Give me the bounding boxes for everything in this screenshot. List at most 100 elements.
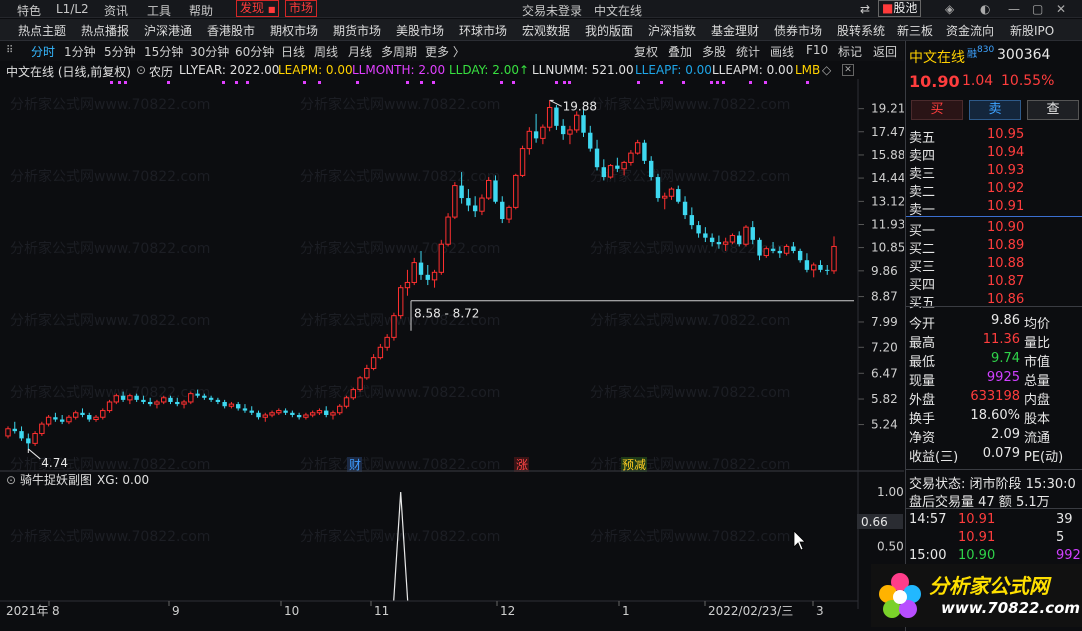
market-button[interactable]: 市场	[285, 0, 318, 17]
indicator-llyear: LLYEAR: 2022.00	[179, 63, 280, 77]
nav-futures[interactable]: 期货市场	[333, 24, 382, 38]
lunar-dot	[356, 81, 359, 84]
nav-my-layout[interactable]: 我的版面	[585, 24, 634, 38]
watermark-text: 分析家公式网www.70822.com	[10, 240, 210, 257]
tag-cai[interactable]: 财	[349, 458, 361, 472]
nav-funds[interactable]: 基金理财	[711, 24, 760, 38]
nav-neeq[interactable]: 新三板	[897, 24, 934, 38]
indicator-lunar[interactable]: 农历	[149, 65, 174, 79]
watermark-text: 分析家公式网www.70822.com	[590, 168, 790, 185]
candle-body	[357, 377, 363, 391]
tag-yujian[interactable]: 预减	[622, 458, 646, 472]
watermark-text: 分析家公式网www.70822.com	[10, 528, 210, 545]
nav-macro[interactable]: 宏观数据	[522, 24, 571, 38]
candle-body	[689, 215, 695, 226]
orderbook-price[interactable]: 10.86	[987, 292, 1025, 307]
nav-hk-connect[interactable]: 沪深港通	[144, 24, 193, 38]
query-button[interactable]: 查	[1027, 100, 1079, 120]
trade-login-status[interactable]: 交易未登录	[522, 4, 583, 18]
sub-axis: 1.00 0.50	[877, 485, 904, 554]
switch-icon[interactable]: ⇄	[860, 2, 871, 16]
candle-body	[696, 225, 701, 234]
orderbook-price[interactable]: 10.88	[987, 256, 1025, 271]
menu-item-l1l2[interactable]: L1/L2	[56, 2, 89, 16]
orderbook-price[interactable]: 10.91	[987, 199, 1025, 214]
nav-hot-broadcast[interactable]: 热点播报	[81, 24, 130, 38]
candle-body	[290, 412, 295, 415]
tag-zhang[interactable]: 涨	[516, 457, 528, 472]
watermark-text: 分析家公式网www.70822.com	[10, 96, 210, 113]
sell-button[interactable]: 卖	[969, 100, 1021, 120]
tool-adjust[interactable]: 复权	[634, 45, 659, 59]
sub-collapse-icon[interactable]: ⊙	[6, 473, 16, 487]
tool-back[interactable]: 返回	[873, 45, 898, 59]
menu-item-news[interactable]: 资讯	[104, 4, 129, 18]
candle-body	[316, 410, 323, 414]
skin-icon[interactable]: ◐	[980, 2, 991, 16]
period-monthly[interactable]: 月线	[348, 45, 373, 59]
period-weekly[interactable]: 周线	[314, 45, 339, 59]
menu-item-help[interactable]: 帮助	[189, 4, 214, 18]
orderbook-price[interactable]: 10.94	[987, 145, 1025, 160]
kline-chart[interactable]: 分析家公式网www.70822.com 分析家公式网www.70822.com 分析…	[0, 79, 904, 631]
nav-capital-flow[interactable]: 资金流向	[946, 24, 995, 38]
candle-body	[628, 152, 634, 163]
tool-multi-stock[interactable]: 多股	[702, 45, 727, 59]
nav-global[interactable]: 环球市场	[459, 24, 508, 38]
close-icon[interactable]: ✕	[1056, 2, 1067, 16]
period-60min[interactable]: 60分钟	[235, 45, 275, 59]
candle-body	[445, 216, 451, 245]
orderbook-price[interactable]: 10.90	[987, 220, 1025, 235]
period-multi[interactable]: 多周期	[381, 45, 418, 59]
period-daily[interactable]: 日线	[281, 45, 306, 59]
period-more[interactable]: 更多 〉	[425, 45, 465, 59]
stock-pool-button[interactable]: ■股池	[878, 0, 922, 17]
period-30min[interactable]: 30分钟	[190, 45, 230, 59]
tool-mark[interactable]: 标记	[838, 45, 863, 59]
tool-f10[interactable]: F10	[806, 43, 829, 57]
tool-overlay[interactable]: 叠加	[668, 45, 693, 59]
orderbook-price[interactable]: 10.95	[987, 127, 1025, 142]
find-button[interactable]: 发现 ■	[236, 0, 280, 17]
candle-body	[642, 142, 647, 161]
nav-options[interactable]: 期权市场	[270, 24, 319, 38]
price-axis-label: 7.99	[871, 315, 898, 329]
close-indicator-icon[interactable]: ✕	[842, 64, 854, 76]
menu-item-features[interactable]: 特色	[17, 4, 42, 18]
collapse-icon[interactable]: ⊙	[136, 63, 147, 77]
tool-draw[interactable]: 画线	[770, 45, 795, 59]
indicator-bar: 中文在线 (日线,前复权) ⊙ 农历 LLYEAR: 2022.00 LEAPM…	[0, 61, 858, 79]
nav-us-market[interactable]: 美股市场	[396, 24, 445, 38]
candle-body	[73, 412, 79, 418]
stat-value: 0.079	[982, 446, 1020, 461]
lunar-dot	[716, 81, 719, 84]
nav-bonds[interactable]: 债券市场	[774, 24, 823, 38]
menu-item-tools[interactable]: 工具	[147, 4, 172, 18]
tick-price: 10.91	[958, 512, 996, 527]
nav-hot-topics[interactable]: 热点主题	[18, 24, 67, 38]
orderbook-price[interactable]: 10.92	[987, 181, 1025, 196]
period-1min[interactable]: 1分钟	[64, 45, 96, 59]
price-axis-label: 8.87	[871, 290, 898, 304]
candle-body	[202, 395, 207, 398]
lunar-dot	[563, 81, 566, 84]
nav-transfer[interactable]: 股转系统	[837, 24, 886, 38]
candle-body	[343, 397, 350, 407]
nav-ipo[interactable]: 新股IPO	[1010, 24, 1055, 38]
minimize-icon[interactable]: —	[1008, 2, 1020, 16]
layers-icon[interactable]: ◈	[945, 2, 955, 16]
orderbook-price[interactable]: 10.93	[987, 163, 1025, 178]
period-tick[interactable]: 分时	[31, 45, 56, 59]
nav-hk-market[interactable]: 香港股市	[207, 24, 256, 38]
period-15min[interactable]: 15分钟	[144, 45, 184, 59]
orderbook-price[interactable]: 10.87	[987, 274, 1025, 289]
lunar-dot	[512, 81, 515, 84]
period-5min[interactable]: 5分钟	[104, 45, 136, 59]
tool-stats[interactable]: 统计	[736, 45, 761, 59]
tick-volume: 992	[1056, 548, 1081, 563]
orderbook-price[interactable]: 10.89	[987, 238, 1025, 253]
candle-body	[519, 148, 526, 176]
buy-button[interactable]: 买	[911, 100, 963, 120]
maximize-icon[interactable]: ▢	[1032, 2, 1044, 16]
nav-indices[interactable]: 沪深指数	[648, 24, 697, 38]
